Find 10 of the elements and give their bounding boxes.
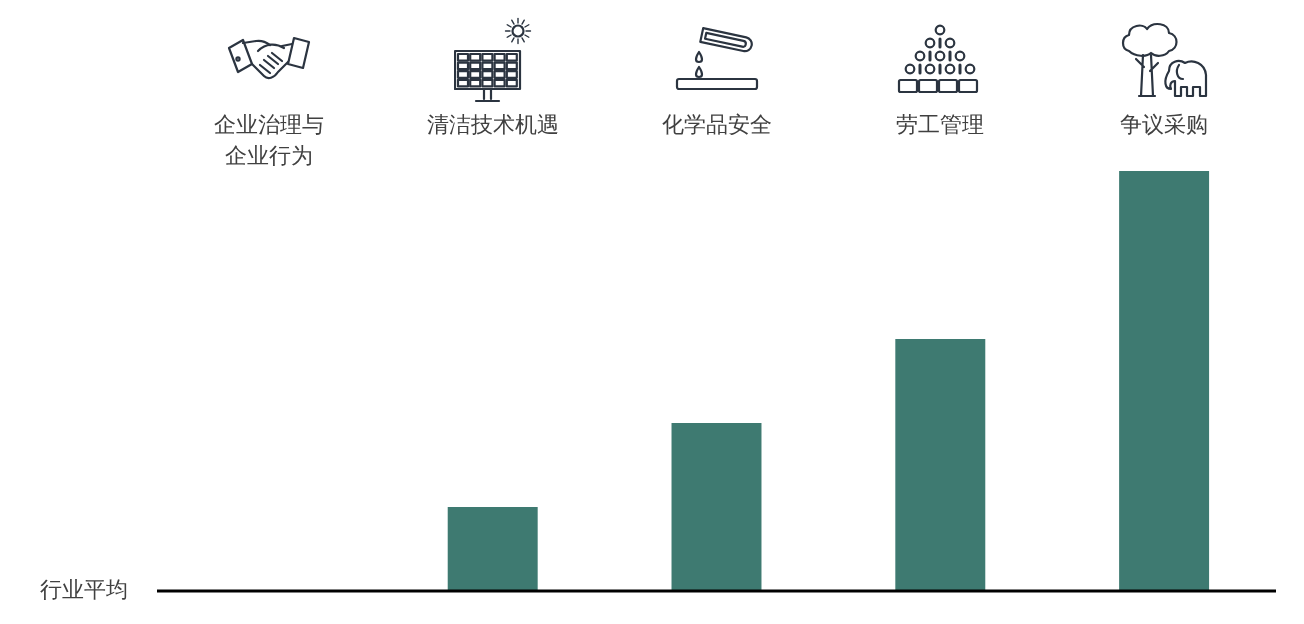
bar xyxy=(671,423,762,591)
x-tick-label: 争议采购 xyxy=(1120,111,1209,137)
x-tick-label: 劳工管理 xyxy=(896,111,985,137)
x-tick-label: 企业治理与企业行为 xyxy=(213,111,324,168)
bar xyxy=(1119,171,1210,591)
ref-line-label: 行业平均 xyxy=(40,576,128,602)
bar xyxy=(895,339,986,591)
bar xyxy=(447,507,538,591)
x-tick-label: 清洁技术机遇 xyxy=(426,111,559,137)
x-tick-label: 化学品安全 xyxy=(661,111,772,137)
